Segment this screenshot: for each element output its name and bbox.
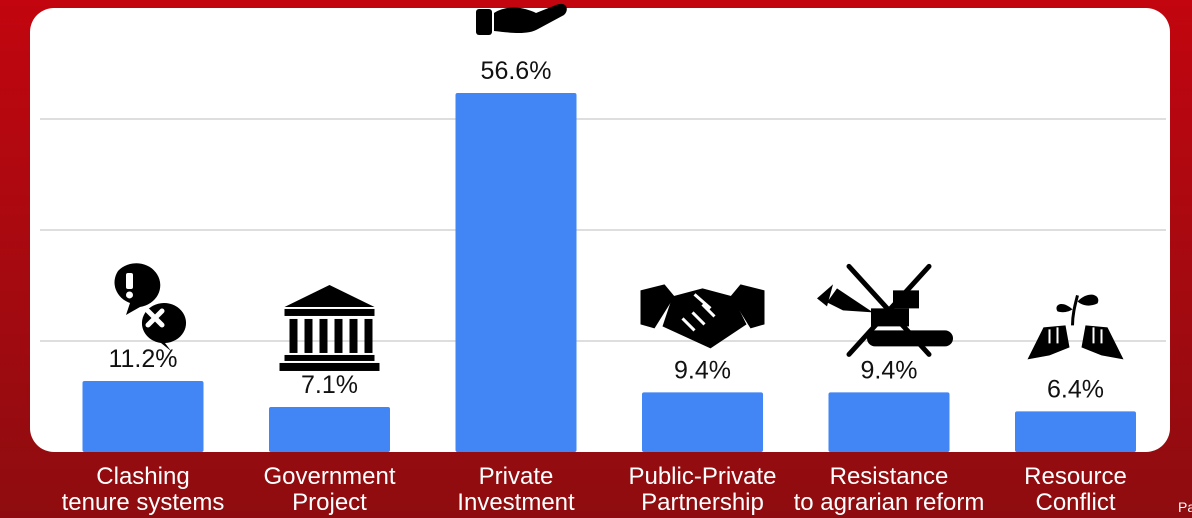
bar-0	[82, 380, 204, 452]
category-label-4: Resistance to agrarian reform	[794, 463, 985, 516]
corner-text: Pa	[1178, 499, 1192, 515]
data-label-0: 11.2%	[108, 345, 177, 373]
data-label-4: 9.4%	[861, 356, 918, 384]
data-label-1: 7.1%	[301, 371, 358, 399]
data-label-3: 9.4%	[674, 356, 731, 384]
handshake-icon	[640, 284, 765, 349]
seedling-fists-icon	[1027, 294, 1124, 360]
category-label-5: Resource Conflict	[1024, 463, 1127, 516]
bar-1	[269, 406, 390, 452]
crossed-out-bulldozer-icon	[817, 263, 953, 357]
conflict-speech-icon	[114, 263, 187, 351]
data-label-5: 6.4%	[1047, 375, 1104, 403]
data-label-2: 56.6%	[481, 57, 552, 85]
category-label-2: Private Investment	[457, 463, 575, 516]
bar-4	[828, 392, 950, 452]
government-building-icon	[279, 284, 380, 371]
bar-3	[642, 392, 763, 452]
category-label-0: Clashing tenure systems	[62, 463, 225, 516]
category-label-3: Public-Private Partnership	[628, 463, 776, 516]
peso-hand-icon: ₱	[476, 3, 567, 35]
category-label-1: Government Project	[263, 463, 395, 516]
bar-2	[455, 92, 577, 452]
bar-5	[1015, 411, 1136, 452]
